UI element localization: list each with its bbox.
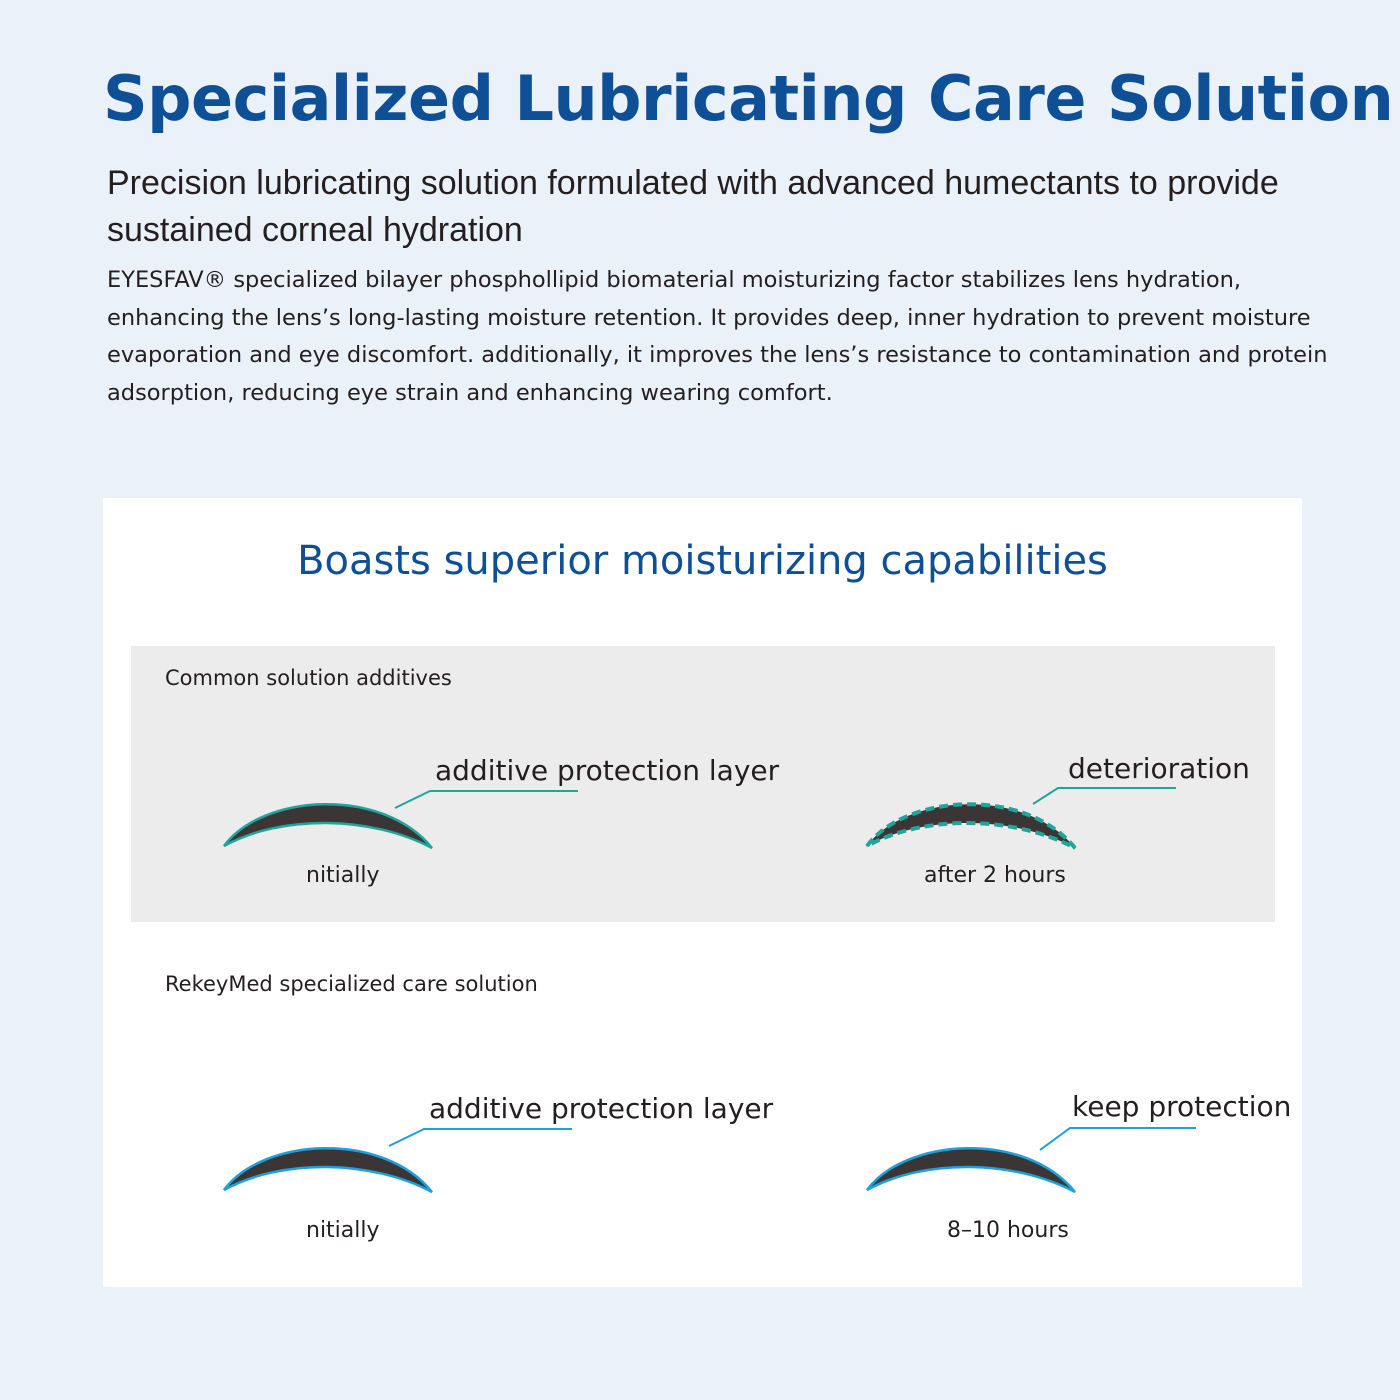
callout-common-after: deterioration [1068, 752, 1250, 785]
caption-rekeymed-after: 8–10 hours [947, 1218, 1069, 1243]
caption-rekeymed-initial: nitially [306, 1218, 380, 1243]
rekeymed-solution-label: RekeyMed specialized care solution [165, 972, 538, 996]
callout-rekeymed-initial: additive protection layer [429, 1092, 774, 1125]
callout-rekeymed-after: keep protection [1072, 1090, 1292, 1123]
page-title: Specialized Lubricating Care Solution [103, 62, 1394, 135]
page-subtitle: Precision lubricating solution formulate… [107, 164, 1279, 249]
caption-common-initial: nitially [306, 863, 380, 888]
callout-common-initial: additive protection layer [435, 754, 780, 787]
lens-rekeymed-after [865, 1127, 1196, 1194]
common-solution-label: Common solution additives [165, 666, 452, 690]
lens-common-initial [222, 790, 578, 850]
description-text: EYESFAV® specialized bilayer phosphollip… [107, 267, 1328, 406]
caption-common-after: after 2 hours [924, 863, 1066, 888]
lens-common-after [865, 787, 1176, 850]
comparison-card: Boasts superior moisturizing capabilitie… [103, 498, 1302, 1287]
lens-rekeymed-initial [222, 1128, 572, 1194]
common-solution-panel [131, 646, 1275, 922]
comparison-title: Boasts superior moisturizing capabilitie… [297, 538, 1108, 584]
